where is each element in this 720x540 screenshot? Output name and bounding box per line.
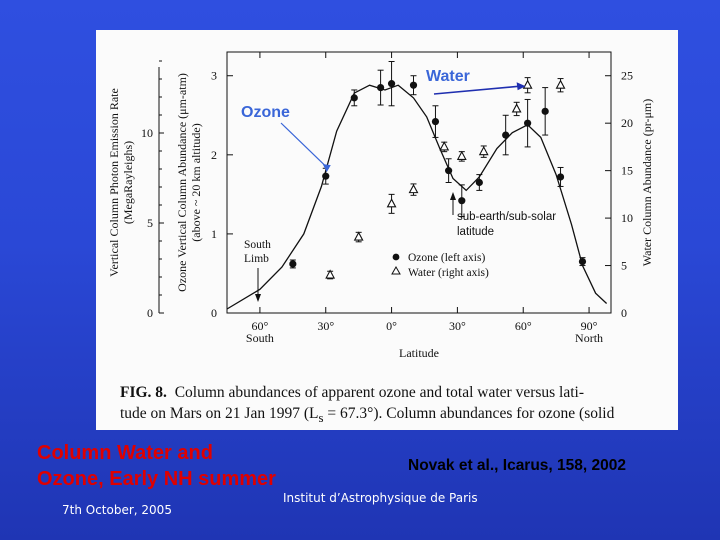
water-point — [408, 183, 419, 194]
figure-panel: 60° South 30° 0° 30° 60° 90° North Latitude 0 1 2 3 0… — [96, 30, 678, 430]
left-axis-label: (above ~ 20 km altitude) — [189, 123, 203, 241]
water-point — [386, 198, 397, 208]
ozone-point — [387, 80, 396, 88]
caption-line-1: FIG. 8. Column abundances of apparent oz… — [120, 382, 670, 403]
ozone-point — [475, 178, 483, 187]
figure-caption: FIG. 8. Column abundances of apparent oz… — [120, 382, 670, 428]
x-tick-label: 60° — [252, 319, 269, 333]
left-tick-label: 3 — [211, 69, 217, 83]
south-limb-label: South — [244, 239, 271, 251]
date-footer: 7th October, 2005 — [62, 503, 172, 517]
right-tick-label: 10 — [621, 211, 633, 225]
ozone-callout: Ozone — [241, 104, 290, 121]
water-point — [522, 79, 533, 89]
left-tick-label: 2 — [211, 148, 217, 162]
caption-figure-label: FIG. 8. — [120, 384, 167, 401]
sub-earth-label: latitude — [457, 226, 494, 238]
ozone-point — [322, 172, 330, 180]
legend-water-marker — [391, 265, 401, 275]
right-tick-label: 15 — [621, 164, 633, 178]
x-tick-label: 60° — [515, 319, 532, 333]
water-point — [478, 145, 489, 156]
legend-water-label: Water (right axis) — [408, 267, 489, 279]
right-tick-label: 25 — [621, 69, 633, 83]
water-point — [511, 103, 522, 113]
ozone-point — [556, 173, 565, 181]
south-limb-label: Limb — [244, 253, 269, 265]
slide-title-line-2: Ozone, Early NH summer — [37, 468, 276, 490]
institute-footer: Institut d’Astrophysique de Paris — [283, 491, 478, 505]
ozone-callout-arrowhead — [322, 164, 331, 173]
sub-earth-label: sub-earth/sub-solar — [457, 211, 556, 223]
outer-left-tick-label: 0 — [147, 306, 153, 320]
x-tick-label: 90° — [581, 319, 598, 333]
outer-left-tick-label: 5 — [147, 216, 153, 230]
ozone-point — [431, 118, 440, 126]
slide-title-line-1: Column Water and — [37, 442, 213, 464]
left-tick-label: 0 — [211, 306, 217, 320]
outer-left-tick-label: 10 — [141, 126, 153, 140]
sub-earth-arrowhead — [450, 192, 457, 200]
caption-line-2-text: tude on Mars on 21 Jan 1997 (L — [120, 405, 319, 422]
caption-line-2: tude on Mars on 21 Jan 1997 (Ls = 67.3°)… — [120, 403, 670, 428]
x-tick-label: 0° — [386, 319, 397, 333]
water-point — [325, 269, 336, 279]
x-tick-label: 30° — [317, 319, 334, 333]
plot-frame — [226, 51, 612, 314]
right-axis-label: Water Column Abundance (pr-μm) — [640, 99, 654, 267]
ozone-point — [409, 81, 418, 89]
legend-ozone-label: Ozone (left axis) — [408, 252, 485, 264]
right-tick-label: 0 — [621, 306, 627, 320]
caption-line-2-tail: = 67.3°). Column abundances for ozone (s… — [323, 405, 615, 422]
right-tick-label: 5 — [621, 259, 627, 273]
outer-left-axis-label: (MegaRayleighs) — [121, 141, 135, 224]
model-curve — [226, 84, 608, 310]
caption-line-2-subscript: s — [318, 410, 324, 426]
caption-line-1-text: Column abundances of apparent ozone and … — [174, 384, 585, 401]
ozone-point — [289, 260, 297, 268]
ozone-point — [377, 83, 385, 92]
outer-left-axis-label: Vertical Column Photon Emission Rate — [107, 88, 121, 277]
water-point — [439, 141, 450, 151]
slide-title: Column Water and Ozone, Early NH summer — [37, 440, 367, 492]
ozone-point — [541, 107, 549, 115]
right-tick-label: 20 — [621, 116, 633, 130]
ozone-point — [502, 131, 510, 139]
ozone-callout-arrow — [280, 122, 329, 169]
ozone-point — [458, 197, 466, 205]
x-tick-sublabel: North — [575, 331, 603, 345]
x-tick-sublabel: South — [246, 331, 274, 345]
water-callout-arrowhead — [516, 82, 526, 91]
south-limb-arrowhead — [255, 294, 261, 302]
left-tick-label: 1 — [211, 227, 217, 241]
ozone-point — [524, 119, 532, 127]
ozone-point — [350, 94, 358, 102]
water-callout-arrow — [433, 85, 520, 95]
water-callout: Water — [426, 68, 470, 85]
water-point — [555, 79, 566, 89]
legend-ozone-marker — [392, 253, 400, 261]
water-point — [353, 231, 364, 241]
x-tick-label: 30° — [449, 319, 466, 333]
ozone-point — [445, 167, 453, 175]
citation: Novak et al., Icarus, 158, 2002 — [408, 457, 626, 474]
water-point — [456, 150, 467, 160]
left-axis-label: Ozone Vertical Column Abundance (μm-atm) — [175, 73, 189, 292]
ozone-point — [578, 257, 587, 266]
x-axis-label: Latitude — [399, 346, 439, 360]
